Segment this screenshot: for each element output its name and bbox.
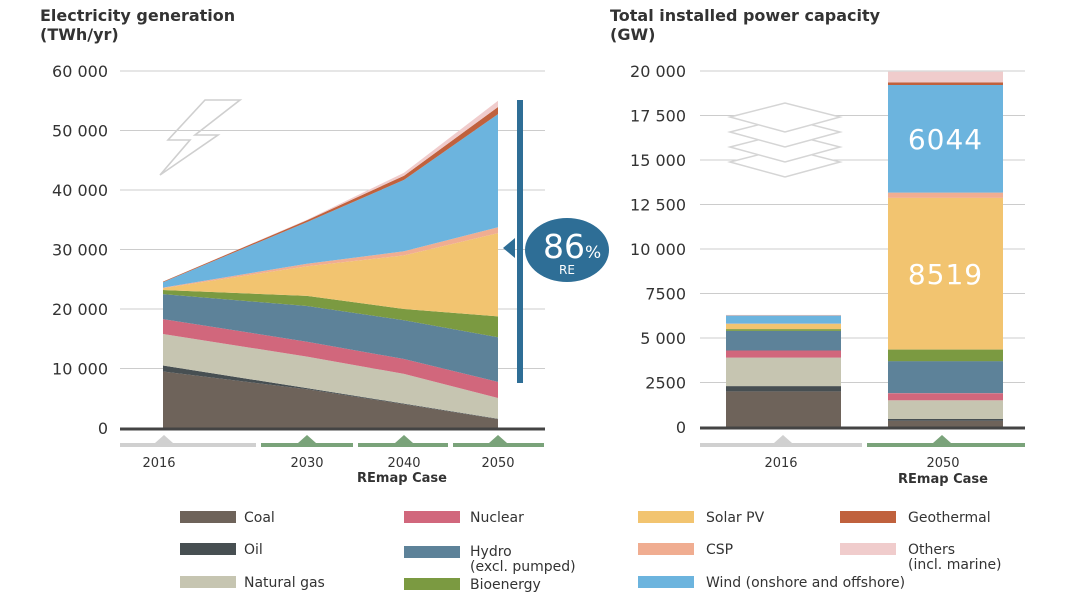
- area-coal: [163, 371, 498, 428]
- right-y-tick: 7500: [645, 285, 686, 304]
- left-y-tick: 10 000: [52, 360, 108, 379]
- left-x-tick: 2030: [290, 456, 323, 471]
- legend-label-hydro: Hydro: [470, 544, 512, 560]
- legend-label-solar-pv: Solar PV: [706, 510, 765, 526]
- right-x-tick: 2050: [926, 456, 959, 471]
- left-y-tick: 20 000: [52, 300, 108, 319]
- left-y-tick: 30 000: [52, 241, 108, 260]
- bar-natural-gas-2016: [726, 357, 841, 387]
- area-hydro-excl-pumped: [163, 294, 498, 382]
- bar-oil-2016: [726, 386, 841, 392]
- left-x-tick: 2016: [142, 456, 175, 471]
- right-chart-title: Total installed power capacity: [610, 6, 881, 25]
- left-chart-title: Electricity generation: [40, 6, 235, 25]
- legend-swatch-csp: [638, 543, 694, 555]
- bar-hydro-excl-pumped-2050: [888, 361, 1003, 394]
- re-badge-unit: %: [585, 243, 601, 263]
- right-x-tick: 2016: [764, 456, 797, 471]
- right-y-tick: 15 000: [630, 151, 686, 170]
- right-scenario-label: REmap Case: [898, 472, 988, 487]
- bar-hydro-excl-pumped-2016: [726, 330, 841, 351]
- right-chart-subtitle: (GW): [610, 25, 655, 44]
- legend-swatch-wind: [638, 576, 694, 588]
- legend-label-nuclear: Nuclear: [470, 510, 524, 526]
- bar-csp-2050: [888, 192, 1003, 198]
- legend-swatch-solar-pv: [638, 511, 694, 523]
- right-chart-bars: 6044 8519: [726, 71, 1003, 427]
- left-chart-areas: [163, 100, 498, 428]
- legend-swatch-natural-gas: [180, 576, 236, 588]
- area-csp: [163, 227, 498, 289]
- legend-swatch-geothermal: [840, 511, 896, 523]
- area-solar-pv: [163, 233, 498, 317]
- left-chart-subtitle: (TWh/yr): [40, 25, 119, 44]
- legend-label-others: Others: [908, 542, 955, 558]
- legend-label-hydro-note: (excl. pumped): [470, 559, 576, 575]
- left-y-tick: 0: [98, 419, 108, 438]
- area-bioenergy: [163, 290, 498, 338]
- re-badge-value: 86: [543, 227, 585, 266]
- data-label: 6044: [908, 123, 983, 156]
- bar-wind-onshore-and-offshore-2050: [888, 85, 1003, 193]
- bar-oil-2050: [888, 419, 1003, 421]
- legend: Coal Oil Natural gas Nuclear Hydro (excl…: [180, 510, 1002, 593]
- left-chart-gridlines: 0 10 000 20 000 30 000 40 000 50 000 60 000: [52, 62, 545, 438]
- right-y-tick: 10 000: [630, 240, 686, 259]
- left-y-tick: 40 000: [52, 181, 108, 200]
- left-y-tick: 60 000: [52, 62, 108, 81]
- legend-swatch-coal: [180, 511, 236, 523]
- area-natural-gas: [163, 334, 498, 419]
- re-badge-pointer: [503, 238, 515, 258]
- right-y-tick: 5 000: [640, 329, 686, 348]
- legend-label-coal: Coal: [244, 510, 275, 526]
- right-y-tick: 12 500: [630, 196, 686, 215]
- area-nuclear: [163, 319, 498, 398]
- left-y-tick: 50 000: [52, 122, 108, 141]
- bar-bioenergy-2050: [888, 349, 1003, 362]
- right-y-tick: 20 000: [630, 62, 686, 81]
- left-x-tick: 2050: [481, 456, 514, 471]
- left-timeline: [120, 435, 544, 447]
- re-badge-label: RE: [559, 263, 575, 277]
- re-badge: [525, 218, 609, 282]
- bar-others-incl-marine-2050: [888, 71, 1003, 83]
- area-wind-onshore-and-offshore: [163, 114, 498, 288]
- legend-swatch-others: [840, 543, 896, 555]
- data-label: 8519: [908, 258, 983, 291]
- bar-solar-pv-2050: [888, 197, 1003, 350]
- legend-label-oil: Oil: [244, 542, 263, 558]
- legend-swatch-bioenergy: [404, 578, 460, 590]
- bar-coal-2050: [888, 420, 1003, 427]
- bar-nuclear-2016: [726, 350, 841, 358]
- legend-label-wind: Wind (onshore and offshore): [706, 575, 905, 591]
- bar-geothermal-2050: [888, 82, 1003, 85]
- right-y-tick: 2500: [645, 374, 686, 393]
- legend-swatch-hydro: [404, 546, 460, 558]
- bar-natural-gas-2050: [888, 400, 1003, 419]
- bar-coal-2016: [726, 391, 841, 427]
- area-oil: [163, 365, 498, 420]
- bar-nuclear-2050: [888, 393, 1003, 401]
- lightning-bolt-icon: [159, 99, 243, 176]
- legend-swatch-oil: [180, 543, 236, 555]
- right-y-tick: 0: [676, 418, 686, 437]
- bar-solar-pv-2016: [726, 323, 841, 330]
- legend-label-natural-gas: Natural gas: [244, 575, 325, 591]
- legend-label-geothermal: Geothermal: [908, 510, 991, 526]
- legend-label-others-note: (incl. marine): [908, 557, 1002, 573]
- legend-label-csp: CSP: [706, 542, 733, 558]
- left-x-tick: 2040: [387, 456, 420, 471]
- legend-label-bioenergy: Bioenergy: [470, 577, 541, 593]
- left-scenario-label: REmap Case: [357, 471, 447, 486]
- legend-swatch-nuclear: [404, 511, 460, 523]
- bar-wind-onshore-and-offshore-2016: [726, 315, 841, 324]
- right-y-tick: 17 500: [630, 107, 686, 126]
- bar-bioenergy-2016: [726, 329, 841, 331]
- stacked-layers-icon: [727, 102, 843, 178]
- right-timeline: [700, 435, 1025, 447]
